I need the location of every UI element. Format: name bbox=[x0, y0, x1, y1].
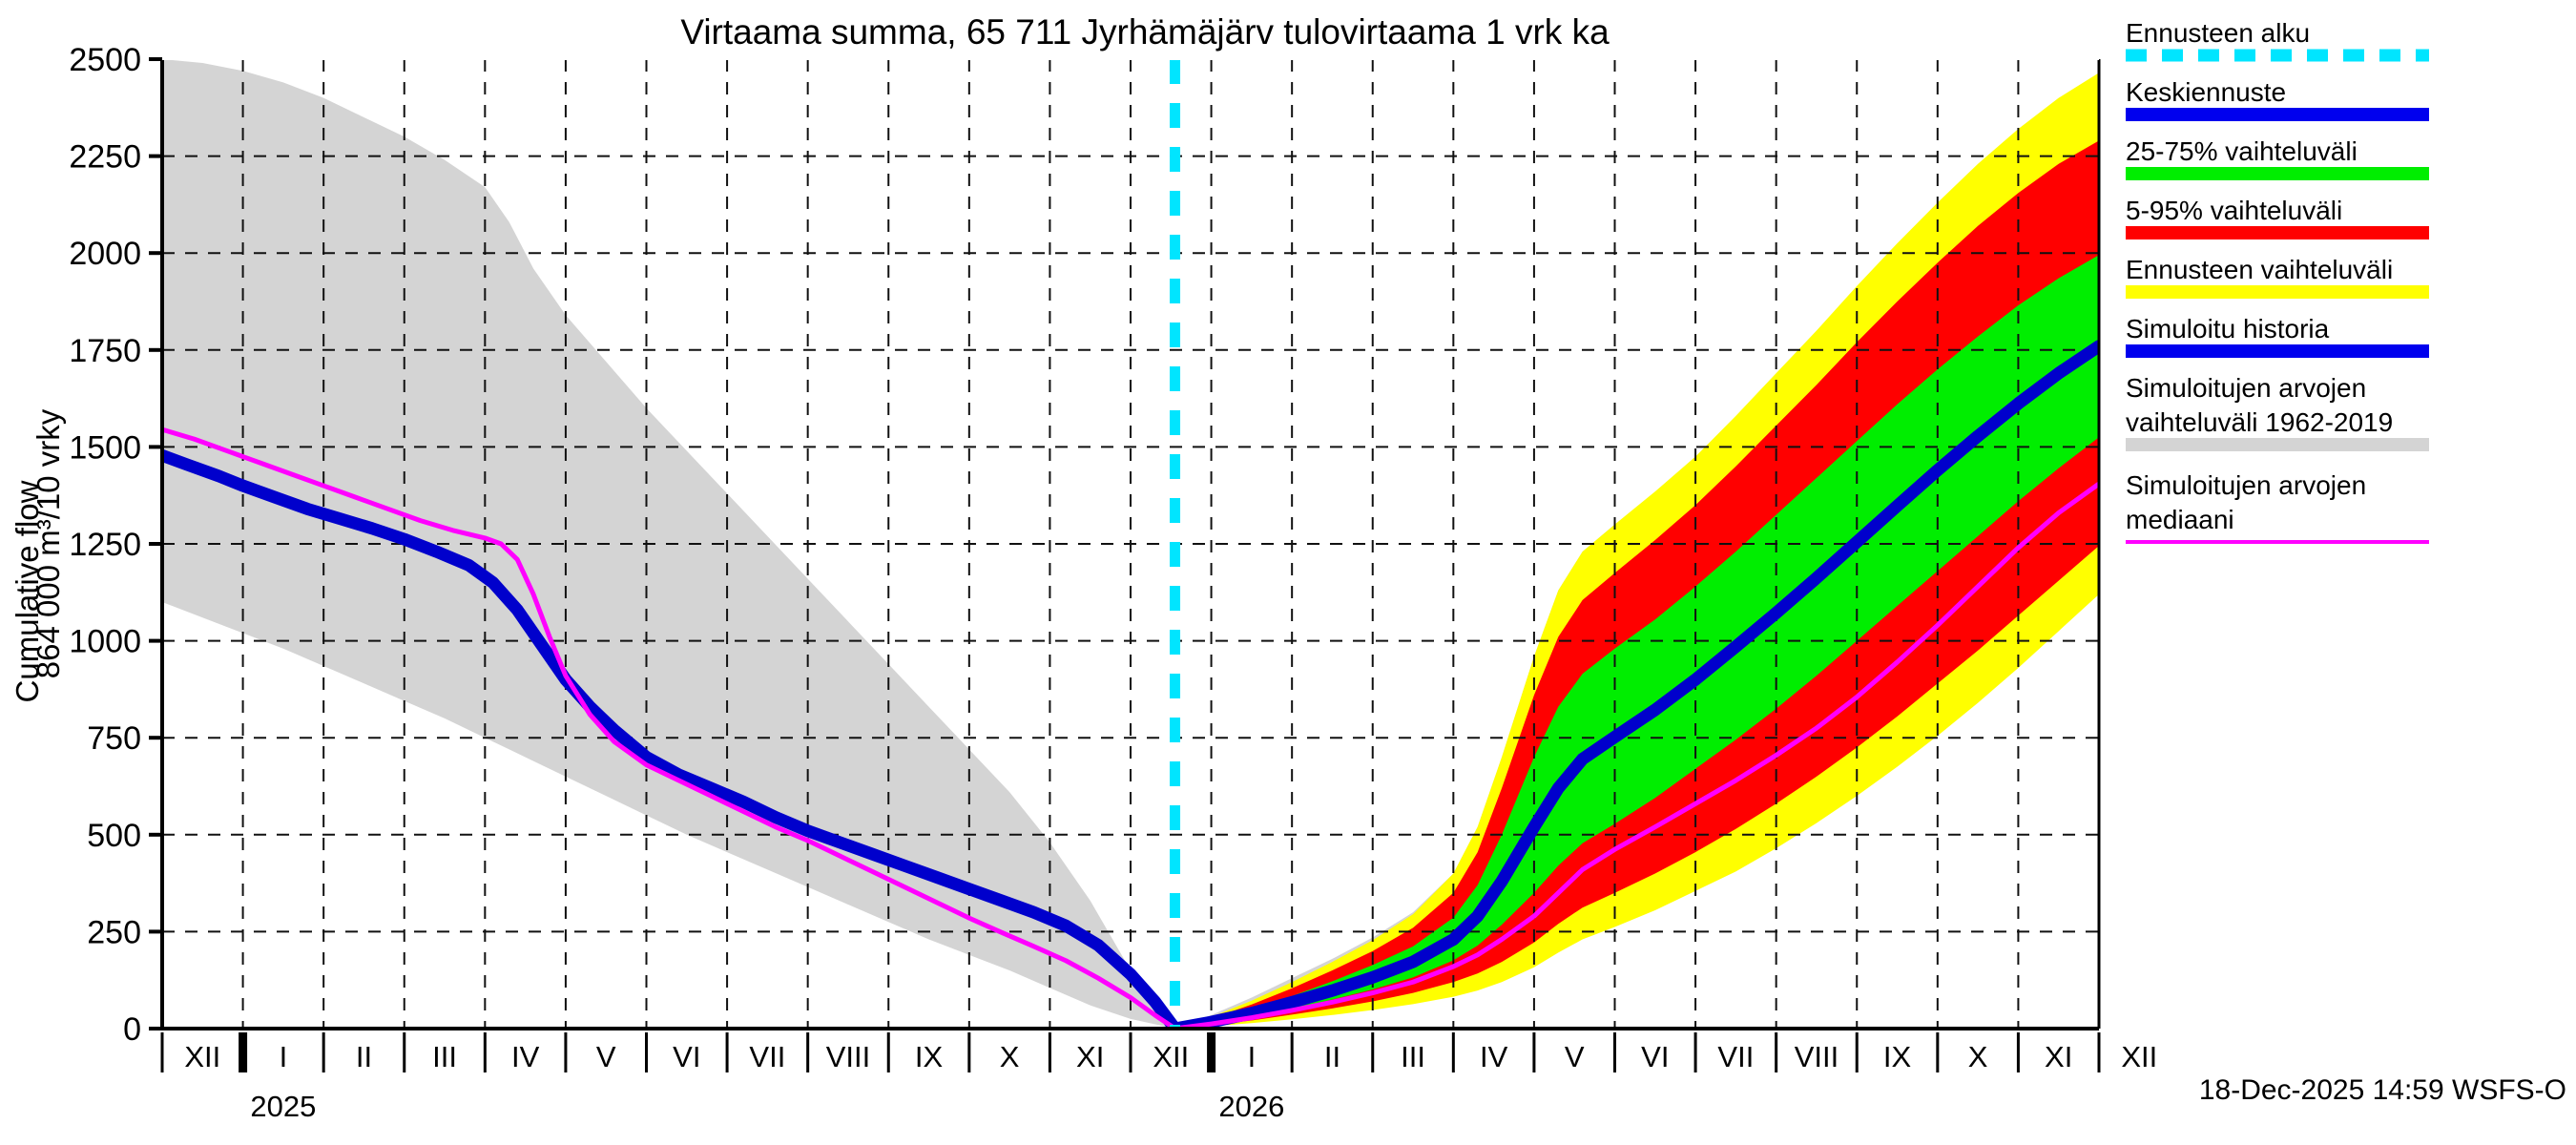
x-axis-year-label: 2025 bbox=[250, 1090, 316, 1123]
x-tick-label-month: VIII bbox=[1795, 1040, 1839, 1073]
x-tick-label-month: XII bbox=[1153, 1040, 1189, 1073]
legend-item[interactable]: Ennusteen alku bbox=[2126, 18, 2429, 62]
y-tick-label: 250 bbox=[87, 914, 141, 950]
y-tick-label: 1750 bbox=[69, 333, 141, 369]
legend-label: vaihteluväli 1962-2019 bbox=[2126, 407, 2393, 437]
x-tick-label-month: XII bbox=[2121, 1040, 2157, 1073]
x-tick-label-month: IX bbox=[1883, 1040, 1912, 1073]
band-25-75-vaihteluv-li bbox=[1174, 255, 2099, 1029]
legend-label: Keskiennuste bbox=[2126, 77, 2286, 107]
x-tick-label-month: VIII bbox=[826, 1040, 871, 1073]
y-tick-label: 1500 bbox=[69, 429, 141, 466]
y-tick-label: 0 bbox=[123, 1011, 141, 1048]
legend-item[interactable]: Simuloitu historia bbox=[2126, 314, 2429, 358]
legend-swatch-bar bbox=[2126, 108, 2429, 121]
legend-label: 25-75% vaihteluväli bbox=[2126, 136, 2358, 166]
x-tick-label-month: V bbox=[1565, 1040, 1585, 1073]
y-tick-label: 2250 bbox=[69, 139, 141, 176]
legend: Ennusteen alku Keskiennuste 25-75% vaihtel… bbox=[2126, 18, 2429, 544]
band-5-95-vaihteluv-li bbox=[1174, 140, 2099, 1029]
x-tick-label-month: VII bbox=[1717, 1040, 1754, 1073]
legend-item[interactable]: 5-95% vaihteluväli bbox=[2126, 196, 2429, 239]
x-tick-label-month: VII bbox=[749, 1040, 785, 1073]
x-tick-label-month: XI bbox=[1076, 1040, 1104, 1073]
legend-swatch-bar bbox=[2126, 167, 2429, 180]
x-tick-label-month: I bbox=[280, 1040, 288, 1073]
footer-timestamp: 18-Dec-2025 14:59 WSFS-O bbox=[2199, 1074, 2566, 1106]
legend-item[interactable]: Simuloitujen arvojen vaihteluväli 1962-20… bbox=[2126, 373, 2429, 451]
line-simuloitu-historia bbox=[162, 448, 1182, 1029]
y-tick-label: 2000 bbox=[69, 236, 141, 272]
legend-label: mediaani bbox=[2126, 505, 2234, 534]
x-tick-label-month: IX bbox=[915, 1040, 944, 1073]
x-tick-label-month: X bbox=[1968, 1040, 1988, 1073]
legend-item[interactable]: Keskiennuste bbox=[2126, 77, 2429, 121]
x-tick-label-month: III bbox=[1401, 1040, 1425, 1073]
x-tick-label-month: XII bbox=[184, 1040, 220, 1073]
y-tick-label: 2500 bbox=[69, 42, 141, 78]
grid-lines bbox=[162, 59, 2099, 1029]
legend-item[interactable]: Simuloitujen arvojen mediaani bbox=[2126, 470, 2429, 544]
x-tick-label-month: IV bbox=[1480, 1040, 1508, 1073]
legend-label: Ennusteen alku bbox=[2126, 18, 2310, 48]
legend-swatch-bar bbox=[2126, 226, 2429, 239]
legend-swatch-bar bbox=[2126, 344, 2429, 358]
x-tick-label-month: XI bbox=[2045, 1040, 2072, 1073]
x-tick-label-month: X bbox=[1000, 1040, 1020, 1073]
y-axis: 0 250 500 750 1000 1250 1500 1750 2000 2250 2500 bbox=[69, 42, 162, 1048]
legend-label: Simuloitu historia bbox=[2126, 314, 2330, 344]
legend-label: Simuloitujen arvojen bbox=[2126, 470, 2366, 500]
legend-label: 5-95% vaihteluväli bbox=[2126, 196, 2342, 225]
y-tick-label: 1000 bbox=[69, 624, 141, 660]
legend-swatch-bar bbox=[2126, 285, 2429, 299]
line-simuloitujen-arvojen-mediaani bbox=[162, 427, 2099, 1029]
x-tick-label-month: I bbox=[1248, 1040, 1257, 1073]
legend-swatch-bar bbox=[2126, 438, 2429, 451]
y-tick-label: 750 bbox=[87, 720, 141, 757]
x-tick-label-month: VI bbox=[673, 1040, 700, 1073]
x-tick-label-month: IV bbox=[511, 1040, 540, 1073]
legend-item[interactable]: 25-75% vaihteluväli bbox=[2126, 136, 2429, 180]
x-axis-year-label: 2026 bbox=[1218, 1090, 1284, 1123]
x-tick-label-month: II bbox=[1324, 1040, 1340, 1073]
y-tick-label: 1250 bbox=[69, 527, 141, 563]
legend-label: Simuloitujen arvojen bbox=[2126, 373, 2366, 403]
y-axis-unit-label: 864 000 m³/10 vrky bbox=[31, 408, 66, 678]
y-axis-title: Cumulative flow bbox=[10, 480, 45, 702]
band-ennusteen-vaihteluv-li bbox=[1174, 73, 2099, 1029]
legend-label: Ennusteen vaihteluväli bbox=[2126, 255, 2393, 284]
chart-title: Virtaama summa, 65 711 Jyrhämäjärv tulov… bbox=[680, 12, 1610, 52]
x-tick-label-month: V bbox=[596, 1040, 616, 1073]
y-tick-label: 500 bbox=[87, 818, 141, 854]
legend-item[interactable]: Ennusteen vaihteluväli bbox=[2126, 255, 2429, 299]
line-keskiennuste bbox=[1169, 340, 2099, 1029]
x-tick-label-month: VI bbox=[1641, 1040, 1669, 1073]
x-tick-label-month: II bbox=[356, 1040, 372, 1073]
x-tick-label-month: III bbox=[432, 1040, 457, 1073]
plot-area bbox=[162, 59, 2099, 1029]
